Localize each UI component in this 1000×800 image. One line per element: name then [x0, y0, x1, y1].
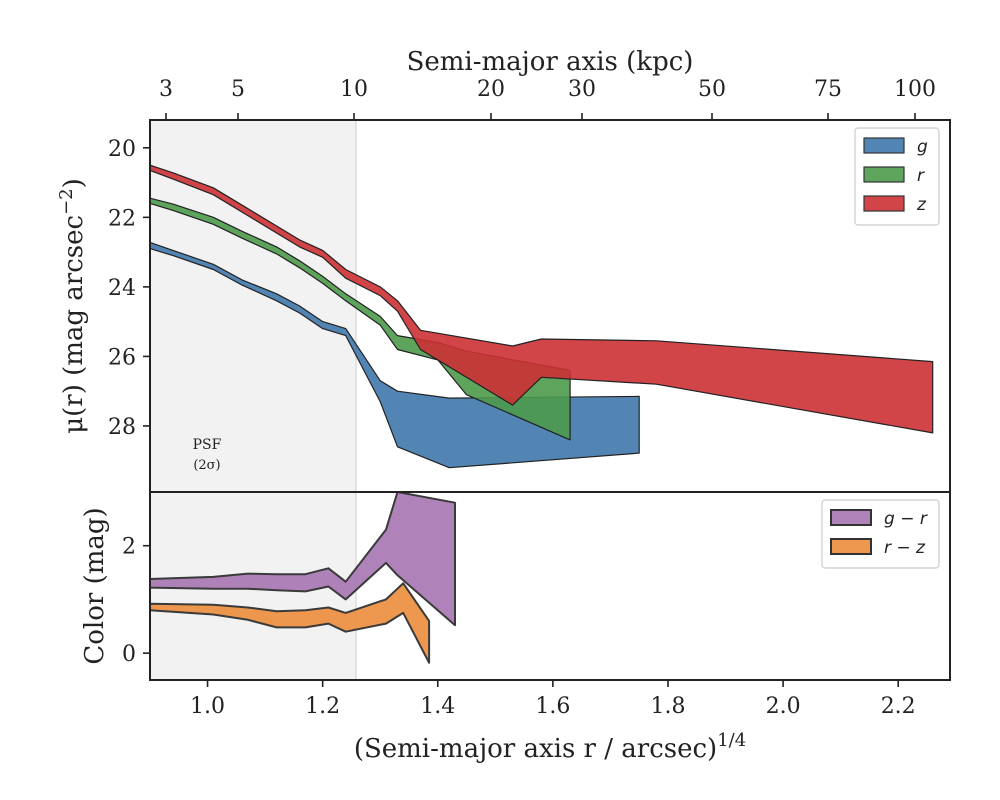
kpc-tick-label: 20 [477, 77, 505, 102]
bottom-series-group [149, 491, 456, 664]
bottom-x-ticks: 1.0 1.2 1.4 1.6 1.8 2.0 2.2 [190, 680, 916, 719]
bottom-x-tick-label: 1.2 [305, 694, 340, 719]
top-legend-swatch [863, 137, 905, 154]
bottom-x-axis-label-sup: 1/4 [717, 730, 746, 751]
psf-label-line2: (2σ) [193, 458, 220, 473]
top-y-tick-label: 26 [108, 345, 136, 370]
kpc-tick-label: 75 [814, 77, 842, 102]
top-legend-label: g [917, 137, 928, 157]
bottom-legend-label: g − r [884, 509, 928, 529]
top-axis-label: Semi-major axis (kpc) [407, 47, 694, 77]
bottom-legend-swatch [830, 538, 872, 555]
bottom-legend-swatch [830, 509, 872, 526]
bottom-x-tick-label: 2.0 [766, 694, 801, 719]
top-legend-label: z [916, 195, 927, 215]
top-axis-kpc-ticks: 3 5 10 20 30 50 75 100 [159, 77, 936, 120]
top-legend-label: r [917, 166, 925, 186]
top-series-group [149, 164, 934, 469]
top-band-2 [149, 164, 934, 434]
top-y-axis-label: μ(r) (mag arcsec−2) [56, 178, 89, 434]
top-y-tick-label: 24 [108, 276, 136, 301]
bottom-x-tick-label: 2.2 [881, 694, 916, 719]
bottom-x-tick-label: 1.6 [535, 694, 570, 719]
kpc-tick-label: 50 [698, 77, 726, 102]
top-legend: grz [854, 127, 940, 226]
bottom-x-axis-label-main: (Semi-major axis r / arcsec) [354, 734, 717, 764]
bottom-y-tick-label: 0 [122, 642, 136, 667]
bottom-y-ticks: 02 [122, 535, 150, 667]
bottom-x-axis-label: (Semi-major axis r / arcsec)1/4 [354, 730, 746, 764]
kpc-tick-label: 30 [568, 77, 596, 102]
bottom-legend: g − r r − z [821, 499, 940, 569]
bottom-legend-label: r − z [884, 538, 926, 558]
top-y-ticks: 20 22 24 26 28 [108, 137, 150, 440]
top-band-1 [149, 197, 571, 441]
kpc-tick-label: 3 [159, 77, 173, 102]
top-y-axis-label-suffix: ) [59, 178, 89, 188]
bottom-x-tick-label: 1.0 [190, 694, 225, 719]
kpc-tick-label: 100 [894, 77, 936, 102]
top-legend-swatch [863, 195, 905, 212]
bottom-x-tick-label: 1.8 [650, 694, 685, 719]
bottom-plot-frame [149, 491, 951, 681]
top-legend-swatch [863, 166, 905, 183]
top-y-axis-label-prefix: μ(r) (mag arcsec [59, 215, 89, 434]
bot-band-1 [149, 582, 431, 664]
psf-label-line1: PSF [193, 437, 222, 453]
bottom-y-tick-label: 2 [122, 535, 136, 560]
top-y-tick-label: 28 [108, 415, 136, 440]
bot-band-0 [149, 491, 456, 627]
top-panel: PSF (2σ) 20 22 24 26 28 3 5 10 20 30 50 75 100 Semi… [56, 47, 951, 493]
kpc-tick-label: 10 [340, 77, 368, 102]
top-y-tick-label: 20 [108, 137, 136, 162]
bottom-panel: 02 1.0 1.2 1.4 1.6 1.8 2.0 2.2 (Semi-major axi… [80, 491, 951, 764]
top-y-tick-label: 22 [108, 206, 136, 231]
kpc-tick-label: 5 [231, 77, 245, 102]
bottom-x-tick-label: 1.4 [420, 694, 455, 719]
bottom-y-axis-label: Color (mag) [80, 507, 110, 664]
top-y-axis-label-sup: −2 [56, 188, 77, 215]
